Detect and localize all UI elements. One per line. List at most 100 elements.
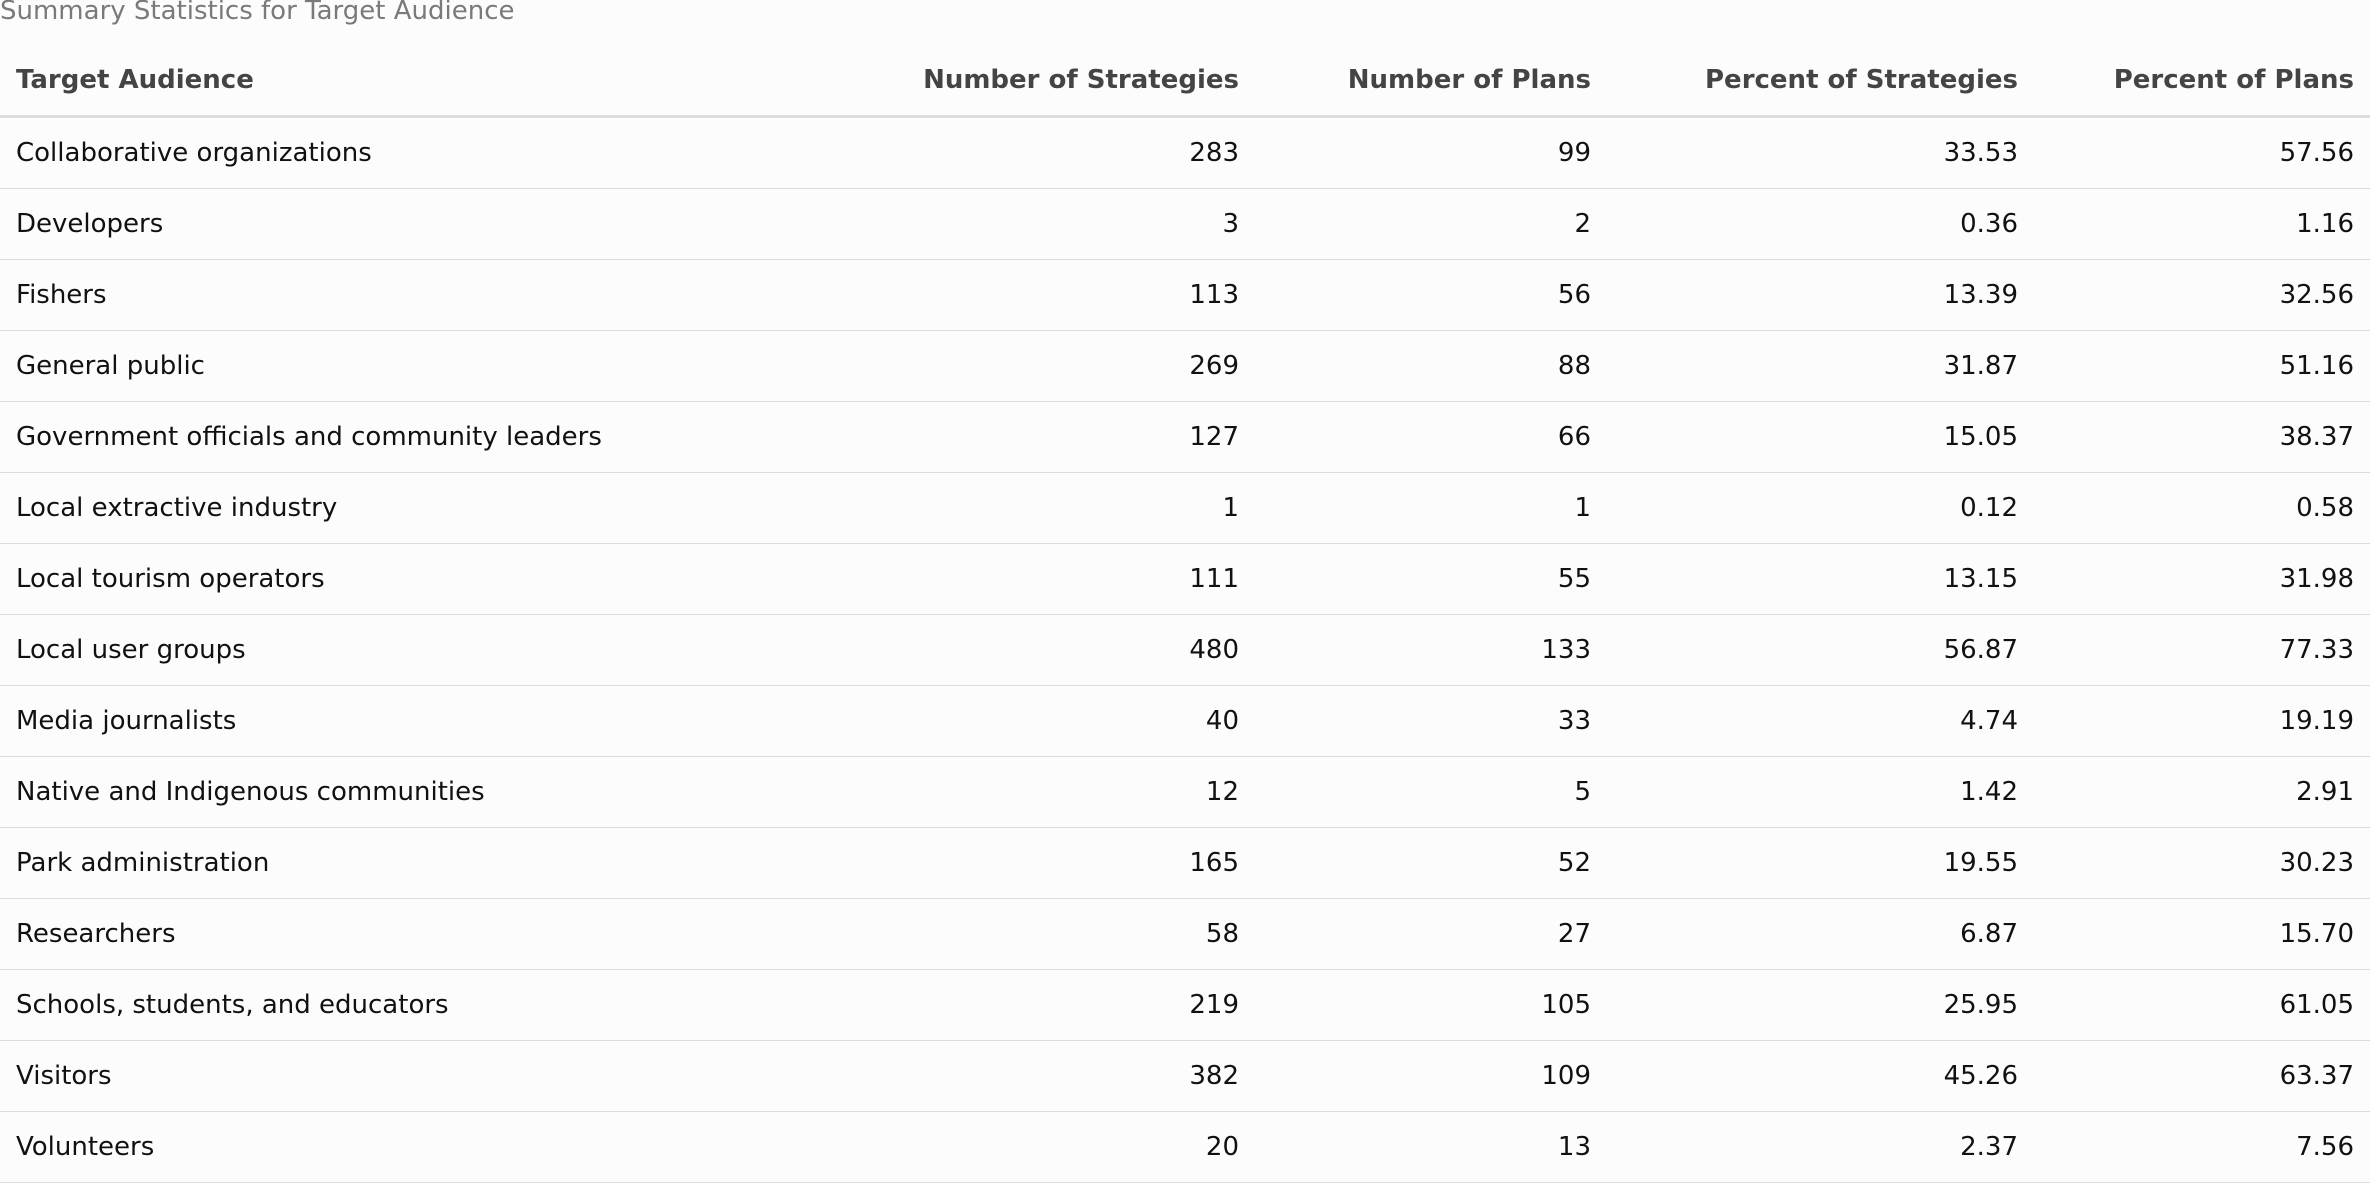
cell-percent-of-strategies: 25.95 (1607, 969, 2034, 1041)
cell-number-of-strategies: 127 (860, 401, 1255, 473)
cell-number-of-strategies: 3 (860, 188, 1255, 260)
table-caption: Summary Statistics for Target Audience (0, 0, 515, 26)
column-header-number-of-plans[interactable]: Number of Plans (1255, 45, 1607, 118)
cell-number-of-plans: 1 (1255, 472, 1607, 544)
cell-percent-of-plans: 32.56 (2034, 259, 2370, 331)
column-header-percent-of-strategies[interactable]: Percent of Strategies (1607, 45, 2034, 118)
cell-number-of-strategies: 12 (860, 756, 1255, 828)
cell-number-of-plans: 2 (1255, 188, 1607, 260)
cell-percent-of-plans: 51.16 (2034, 330, 2370, 402)
cell-target-audience: Researchers (0, 898, 860, 970)
cell-target-audience: Collaborative organizations (0, 116, 860, 189)
cell-number-of-strategies: 165 (860, 827, 1255, 899)
table-body: Collaborative organizations 283 99 33.53… (0, 116, 2370, 1183)
cell-percent-of-strategies: 45.26 (1607, 1040, 2034, 1112)
cell-target-audience: Park administration (0, 827, 860, 899)
cell-percent-of-strategies: 31.87 (1607, 330, 2034, 402)
cell-number-of-strategies: 40 (860, 685, 1255, 757)
table-row: Schools, students, and educators 219 105… (0, 969, 2370, 1041)
cell-percent-of-strategies: 0.12 (1607, 472, 2034, 544)
cell-number-of-plans: 88 (1255, 330, 1607, 402)
cell-percent-of-strategies: 1.42 (1607, 756, 2034, 828)
cell-percent-of-strategies: 2.37 (1607, 1111, 2034, 1183)
cell-percent-of-strategies: 13.39 (1607, 259, 2034, 331)
cell-percent-of-strategies: 4.74 (1607, 685, 2034, 757)
cell-number-of-strategies: 283 (860, 116, 1255, 189)
cell-percent-of-plans: 57.56 (2034, 116, 2370, 189)
cell-number-of-plans: 27 (1255, 898, 1607, 970)
table-row: Developers 3 2 0.36 1.16 (0, 188, 2370, 260)
cell-number-of-plans: 56 (1255, 259, 1607, 331)
table-row: Local tourism operators 111 55 13.15 31.… (0, 543, 2370, 615)
table-row: Researchers 58 27 6.87 15.70 (0, 898, 2370, 970)
cell-number-of-plans: 99 (1255, 116, 1607, 189)
cell-number-of-strategies: 382 (860, 1040, 1255, 1112)
cell-number-of-plans: 13 (1255, 1111, 1607, 1183)
cell-number-of-plans: 5 (1255, 756, 1607, 828)
cell-number-of-strategies: 111 (860, 543, 1255, 615)
cell-target-audience: Local user groups (0, 614, 860, 686)
header-row: Target Audience Number of Strategies Num… (0, 45, 2370, 118)
column-header-percent-of-plans[interactable]: Percent of Plans (2034, 45, 2370, 118)
cell-percent-of-plans: 31.98 (2034, 543, 2370, 615)
table-row: Media journalists 40 33 4.74 19.19 (0, 685, 2370, 757)
summary-statistics-table: Target Audience Number of Strategies Num… (0, 45, 2370, 1183)
cell-percent-of-plans: 1.16 (2034, 188, 2370, 260)
cell-percent-of-strategies: 56.87 (1607, 614, 2034, 686)
cell-number-of-strategies: 1 (860, 472, 1255, 544)
table-row: General public 269 88 31.87 51.16 (0, 330, 2370, 402)
cell-target-audience: Native and Indigenous communities (0, 756, 860, 828)
cell-number-of-plans: 55 (1255, 543, 1607, 615)
cell-number-of-strategies: 113 (860, 259, 1255, 331)
cell-number-of-plans: 133 (1255, 614, 1607, 686)
cell-target-audience: Local tourism operators (0, 543, 860, 615)
cell-number-of-plans: 105 (1255, 969, 1607, 1041)
table-row: Local extractive industry 1 1 0.12 0.58 (0, 472, 2370, 544)
cell-percent-of-strategies: 13.15 (1607, 543, 2034, 615)
cell-target-audience: Fishers (0, 259, 860, 331)
table-row: Government officials and community leade… (0, 401, 2370, 473)
cell-percent-of-plans: 63.37 (2034, 1040, 2370, 1112)
cell-percent-of-plans: 2.91 (2034, 756, 2370, 828)
table-row: Local user groups 480 133 56.87 77.33 (0, 614, 2370, 686)
cell-target-audience: Local extractive industry (0, 472, 860, 544)
cell-percent-of-strategies: 19.55 (1607, 827, 2034, 899)
table-row: Park administration 165 52 19.55 30.23 (0, 827, 2370, 899)
cell-number-of-strategies: 480 (860, 614, 1255, 686)
table-row: Native and Indigenous communities 12 5 1… (0, 756, 2370, 828)
cell-number-of-strategies: 20 (860, 1111, 1255, 1183)
table-row: Volunteers 20 13 2.37 7.56 (0, 1111, 2370, 1183)
cell-percent-of-strategies: 0.36 (1607, 188, 2034, 260)
cell-target-audience: Media journalists (0, 685, 860, 757)
cell-percent-of-plans: 19.19 (2034, 685, 2370, 757)
cell-number-of-strategies: 58 (860, 898, 1255, 970)
cell-target-audience: Volunteers (0, 1111, 860, 1183)
cell-target-audience: Developers (0, 188, 860, 260)
cell-number-of-plans: 52 (1255, 827, 1607, 899)
table-row: Visitors 382 109 45.26 63.37 (0, 1040, 2370, 1112)
cell-percent-of-plans: 0.58 (2034, 472, 2370, 544)
cell-percent-of-plans: 15.70 (2034, 898, 2370, 970)
cell-number-of-strategies: 269 (860, 330, 1255, 402)
table-header: Target Audience Number of Strategies Num… (0, 45, 2370, 118)
column-header-target-audience[interactable]: Target Audience (0, 45, 860, 118)
cell-target-audience: Visitors (0, 1040, 860, 1112)
cell-number-of-plans: 109 (1255, 1040, 1607, 1112)
cell-percent-of-plans: 38.37 (2034, 401, 2370, 473)
table-row: Collaborative organizations 283 99 33.53… (0, 116, 2370, 189)
cell-percent-of-strategies: 6.87 (1607, 898, 2034, 970)
cell-target-audience: Schools, students, and educators (0, 969, 860, 1041)
table-row: Fishers 113 56 13.39 32.56 (0, 259, 2370, 331)
cell-percent-of-strategies: 15.05 (1607, 401, 2034, 473)
cell-percent-of-plans: 77.33 (2034, 614, 2370, 686)
cell-number-of-plans: 66 (1255, 401, 1607, 473)
column-header-number-of-strategies[interactable]: Number of Strategies (860, 45, 1255, 118)
cell-number-of-strategies: 219 (860, 969, 1255, 1041)
cell-percent-of-plans: 61.05 (2034, 969, 2370, 1041)
cell-target-audience: General public (0, 330, 860, 402)
cell-target-audience: Government officials and community leade… (0, 401, 860, 473)
cell-percent-of-plans: 7.56 (2034, 1111, 2370, 1183)
cell-number-of-plans: 33 (1255, 685, 1607, 757)
cell-percent-of-strategies: 33.53 (1607, 116, 2034, 189)
cell-percent-of-plans: 30.23 (2034, 827, 2370, 899)
